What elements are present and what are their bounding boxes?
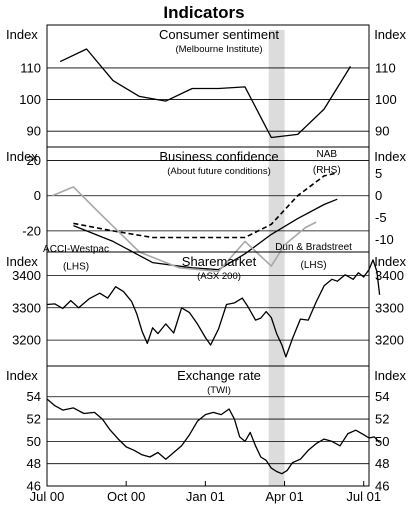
panel-title: Business confidence <box>159 149 278 164</box>
panel-frame <box>46 365 370 487</box>
left-unit-label: Index <box>6 27 38 42</box>
right-tick-label: 110 <box>375 60 396 75</box>
right-tick-label: -5 <box>375 210 387 225</box>
left-unit-label: Index <box>6 254 38 269</box>
x-axis: Jul 00 Oct 00 Jan 01 Apr 01 Jul 01 <box>30 481 381 504</box>
panel-2: -20 0 20 -10 -5 0 5 Index Index Business confiden… <box>6 146 406 273</box>
right-unit-label: Index <box>374 368 406 383</box>
series-annotation: (RHS) <box>313 165 341 176</box>
right-tick-label: 5 <box>375 166 382 181</box>
panel-subtitle: (About future conditions) <box>167 166 271 177</box>
left-tick-label: 54 <box>27 389 41 404</box>
left-tick-label: 46 <box>27 479 41 494</box>
right-tick-label: 48 <box>375 456 389 471</box>
chart-panels: 90 100 110 90 100 110 Index Index Consumer senti… <box>6 24 406 494</box>
series-annotation: Dun & Bradstreet <box>275 242 352 253</box>
left-tick-label: 110 <box>20 60 41 75</box>
right-unit-label: Index <box>374 149 406 164</box>
left-unit-label: Index <box>6 368 38 383</box>
left-tick-label: 52 <box>27 412 41 427</box>
panel-subtitle: (TWI) <box>207 385 231 396</box>
x-tick-label: Jan 01 <box>186 489 225 504</box>
right-unit-label: Index <box>374 27 406 42</box>
series-annotation: (LHS) <box>63 262 89 273</box>
panel-subtitle: (Melbourne Institute) <box>175 44 262 55</box>
x-tick-label: Jul 00 <box>30 489 65 504</box>
right-tick-label: 50 <box>375 434 389 449</box>
right-tick-label: 100 <box>375 92 397 107</box>
panel-title: Exchange rate <box>177 368 261 383</box>
series-line-1 <box>46 259 381 358</box>
left-unit-label: Index <box>6 149 38 164</box>
right-tick-label: 3400 <box>375 268 404 283</box>
right-tick-label: 90 <box>375 124 389 139</box>
series-line-1 <box>59 48 352 139</box>
panel-title: Sharemarket <box>182 254 257 269</box>
x-tick-label: Jul 01 <box>346 489 381 504</box>
left-tick-label: 100 <box>19 92 41 107</box>
left-tick-label: 3200 <box>12 333 41 348</box>
figure-title: Indicators <box>163 3 244 22</box>
right-tick-label: 0 <box>375 188 382 203</box>
panel-4: 46 48 50 52 54 46 48 50 52 54 Index Index Exchange r… <box>6 365 406 494</box>
panel-title: Consumer sentiment <box>159 27 279 42</box>
right-tick-label: 46 <box>375 479 389 494</box>
series-line-1 <box>46 398 381 475</box>
right-tick-label: 3300 <box>375 300 404 315</box>
left-tick-label: 3400 <box>12 268 41 283</box>
right-tick-label: 52 <box>375 412 389 427</box>
x-tick-label: Apr 01 <box>265 489 303 504</box>
right-tick-label: 3200 <box>375 333 404 348</box>
left-tick-label: -20 <box>22 223 41 238</box>
left-tick-label: 50 <box>27 434 41 449</box>
panel-1: 90 100 110 90 100 110 Index Index Consumer senti… <box>6 24 406 148</box>
right-tick-label: 54 <box>375 389 389 404</box>
series-line-3 <box>51 186 317 273</box>
x-tick-label: Oct 00 <box>107 489 145 504</box>
series-line-2 <box>73 172 338 239</box>
right-unit-label: Index <box>374 254 406 269</box>
left-tick-label: 20 <box>27 153 41 168</box>
left-tick-label: 48 <box>27 456 41 471</box>
left-tick-label: 3300 <box>12 300 41 315</box>
panel-subtitle: (ASX 200) <box>197 271 241 282</box>
right-tick-label: -10 <box>375 232 394 247</box>
left-tick-label: 90 <box>27 124 41 139</box>
series-annotation: (LHS) <box>301 260 327 271</box>
left-tick-label: 0 <box>34 188 41 203</box>
series-annotation: ACCI-Westpac <box>43 244 109 255</box>
series-annotation: NAB <box>316 149 337 160</box>
